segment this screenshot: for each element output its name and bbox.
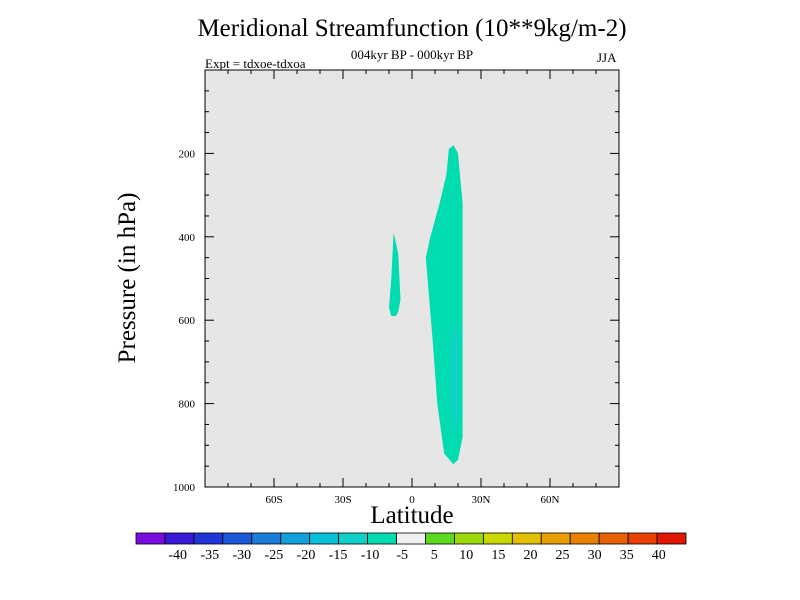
experiment-annotation: Expt = tdxoe-tdxoa (205, 56, 306, 71)
colorbar-level-label: 5 (431, 548, 438, 563)
colorbar-box (309, 532, 340, 545)
x-tick-label: 30N (472, 494, 491, 506)
axis-ticks: 60S 30S 0 30N 60N 200 400 600 800 1000 (173, 70, 619, 506)
colorbar-box (222, 532, 253, 545)
colorbar-box (280, 532, 311, 545)
colorbar-box (656, 532, 687, 545)
colorbar-box (367, 532, 397, 545)
colorbar-level-label: 30 (588, 548, 602, 563)
colorbar-boxes (135, 532, 687, 545)
colorbar-box (598, 532, 629, 545)
colorbar-level-label: 35 (620, 548, 634, 563)
colorbar-level-label: -30 (232, 548, 251, 563)
colorbar-level-label: 15 (491, 548, 505, 563)
contour-regions (389, 145, 463, 465)
colorbar-labels: -40 -35 -30 -25 -20 -15 -10 -5 5 10 15 20 25 30 35 40 (168, 548, 665, 563)
plot-area (205, 70, 619, 487)
colorbar-box (396, 532, 426, 545)
colorbar-box (454, 532, 484, 545)
colorbar-level-label: -15 (329, 548, 348, 563)
colorbar-level-label: -5 (396, 548, 408, 563)
colorbar-level-label: -10 (361, 548, 380, 563)
colorbar-box (135, 532, 166, 545)
x-tick-label: 60N (541, 494, 560, 506)
chart-title: Meridional Streamfunction (10**9kg/m-2) (197, 15, 627, 42)
x-tick-label: 30S (334, 494, 351, 506)
colorbar-level-label: 20 (524, 548, 538, 563)
colorbar-level-label: 25 (556, 548, 570, 563)
chart-subtitle: 004kyr BP - 000kyr BP (350, 47, 474, 62)
colorbar-box (164, 532, 195, 545)
x-tick-label: 60S (265, 494, 282, 506)
colorbar-box (338, 532, 368, 545)
x-tick-label: 0 (409, 494, 415, 506)
colorbar-level-label: 10 (459, 548, 473, 563)
colorbar-box (569, 532, 600, 545)
y-tick-label: 1000 (173, 482, 196, 494)
y-tick-label: 800 (179, 399, 196, 411)
y-tick-label: 600 (179, 315, 196, 327)
season-annotation: JJA (597, 50, 617, 65)
contour-region-negative-cell-small (389, 232, 401, 316)
colorbar-box (627, 532, 658, 545)
colorbar-box (425, 532, 455, 545)
x-axis-label: Latitude (370, 502, 454, 529)
colorbar-box (511, 532, 542, 545)
colorbar-level-label: -35 (200, 548, 219, 563)
colorbar-level-label: -20 (297, 548, 316, 563)
colorbar-box (540, 532, 571, 545)
colorbar-box (251, 532, 282, 545)
contour-region-negative-cell-core (451, 320, 458, 433)
colorbar-box (482, 532, 513, 545)
colorbar-box (193, 532, 224, 545)
colorbar-level-label: 40 (652, 548, 666, 563)
y-tick-label: 200 (179, 148, 196, 160)
colorbar-level-label: -40 (168, 548, 187, 563)
y-tick-label: 400 (179, 232, 196, 244)
colorbar-level-label: -25 (265, 548, 284, 563)
